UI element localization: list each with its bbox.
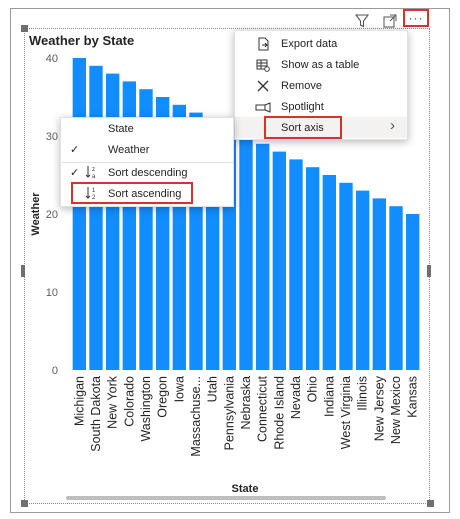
svg-text:2: 2 — [92, 195, 96, 200]
bar[interactable] — [306, 167, 320, 370]
menu-item-label: Show as a table — [281, 58, 360, 71]
bar[interactable] — [256, 143, 270, 370]
bar[interactable] — [322, 175, 336, 370]
y-axis-title: Weather — [30, 192, 42, 236]
x-tick-label: Oregon — [156, 376, 170, 418]
x-tick-label: Washington — [139, 376, 153, 442]
x-tick-label: New York — [106, 375, 120, 429]
x-tick-label: Connecticut — [256, 375, 270, 442]
y-tick-label: 10 — [46, 287, 58, 299]
x-tick-label: Pennsylvania — [222, 376, 236, 450]
sort-ascending-highlight — [71, 182, 193, 204]
check-icon: ✓ — [70, 144, 80, 156]
bar[interactable] — [389, 206, 403, 370]
submenu-item-weather[interactable]: ✓ Weather — [61, 140, 233, 161]
resize-handle-top-left[interactable] — [21, 25, 28, 32]
menu-item-remove[interactable]: Remove — [235, 75, 407, 96]
x-tick-label: West Virginia — [339, 376, 353, 449]
context-menu: Export data Show as a table Remove Spotl… — [234, 30, 408, 140]
menu-item-show-as-table[interactable]: Show as a table — [235, 54, 407, 75]
focus-mode-icon[interactable] — [380, 10, 400, 32]
resize-handle-right[interactable] — [427, 265, 431, 277]
x-tick-label: New Mexico — [389, 376, 403, 444]
x-tick-label: Nebraska — [239, 376, 253, 430]
horizontal-scrollbar[interactable] — [66, 496, 386, 500]
x-tick-label: Utah — [206, 376, 220, 402]
report-canvas-frame — [10, 8, 450, 513]
bar[interactable] — [406, 214, 420, 370]
x-tick-label: South Dakota — [89, 376, 103, 452]
y-tick-label: 0 — [52, 365, 58, 377]
bar[interactable] — [72, 58, 86, 370]
bar[interactable] — [272, 151, 286, 370]
filter-icon[interactable] — [352, 10, 372, 32]
menu-item-label: Spotlight — [281, 100, 324, 113]
menu-item-spotlight[interactable]: Spotlight — [235, 96, 407, 117]
menu-item-export-data[interactable]: Export data — [235, 33, 407, 54]
bar[interactable] — [372, 198, 386, 370]
menu-item-label: Export data — [281, 37, 338, 50]
resize-handle-bottom-right[interactable] — [427, 500, 434, 507]
svg-text:a: a — [92, 174, 96, 179]
more-options-label: ··· — [408, 11, 424, 25]
submenu-divider — [61, 162, 233, 163]
chart-title: Weather by State — [29, 33, 135, 48]
menu-item-label: Remove — [281, 79, 322, 92]
x-tick-label: New Jersey — [372, 375, 386, 441]
x-tick-label: Ohio — [306, 376, 320, 402]
menu-item-label: Sort axis — [281, 121, 324, 134]
menu-item-sort-axis[interactable]: Sort axis › — [235, 117, 407, 138]
table-icon — [255, 57, 271, 73]
y-tick-label: 30 — [46, 131, 58, 143]
svg-text:z: z — [92, 167, 95, 173]
chevron-right-icon: › — [390, 117, 395, 134]
submenu-item-label: Weather — [108, 144, 150, 156]
sort-axis-highlight — [264, 116, 342, 139]
x-axis-title: State — [232, 483, 259, 495]
submenu-item-label: Sort ascending — [108, 188, 182, 200]
bar[interactable] — [239, 136, 253, 370]
bar[interactable] — [289, 159, 303, 370]
submenu-item-state[interactable]: State — [61, 119, 233, 140]
more-options-button[interactable]: ··· — [403, 9, 429, 27]
x-tick-label: Massachuse... — [189, 376, 203, 457]
x-tick-label: Rhode Island — [272, 376, 286, 450]
resize-handle-bottom-left[interactable] — [21, 500, 28, 507]
x-tick-label: Michigan — [72, 376, 86, 426]
x-tick-label: Illinois — [356, 376, 370, 411]
x-tick-label: Kansas — [406, 376, 420, 418]
submenu-item-label: State — [108, 123, 134, 135]
x-tick-label: Indiana — [322, 376, 336, 417]
bar[interactable] — [89, 65, 103, 371]
y-tick-label: 40 — [46, 53, 58, 65]
spotlight-icon — [255, 99, 271, 115]
bar[interactable] — [356, 190, 370, 370]
remove-icon — [255, 78, 271, 94]
svg-text:1: 1 — [92, 188, 96, 194]
x-tick-label: Iowa — [172, 376, 186, 402]
x-tick-label: Nevada — [289, 376, 303, 419]
submenu-item-label: Sort descending — [108, 167, 188, 179]
resize-handle-left[interactable] — [21, 265, 25, 277]
bar[interactable] — [339, 182, 353, 370]
x-tick-label: Colorado — [122, 376, 136, 427]
y-tick-label: 20 — [46, 209, 58, 221]
check-icon: ✓ — [70, 167, 80, 179]
export-icon — [255, 36, 271, 52]
